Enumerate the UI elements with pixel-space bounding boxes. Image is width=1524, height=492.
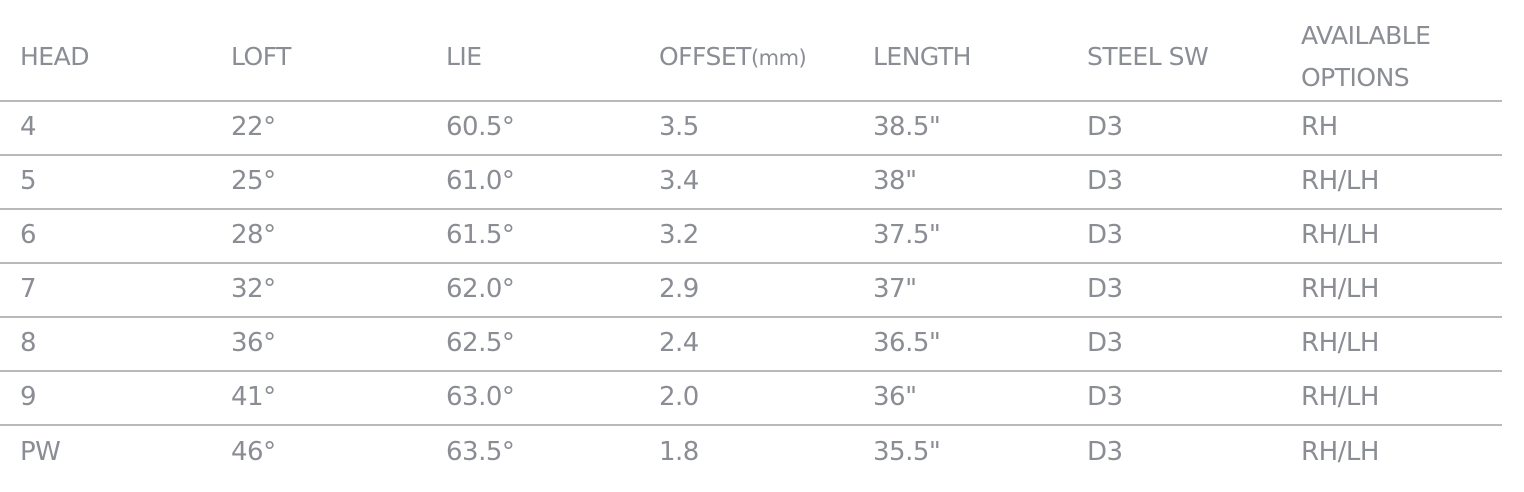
- table-row: 6 28° 61.5° 3.2 37.5" D3 RH/LH: [0, 210, 1502, 264]
- cell-head: 6: [20, 220, 37, 251]
- cell-steel-sw: D3: [1087, 437, 1123, 468]
- cell-loft: 36°: [231, 328, 276, 359]
- cell-offset: 2.4: [659, 328, 699, 359]
- header-length: LENGTH: [873, 42, 971, 71]
- cell-loft: 25°: [231, 166, 276, 197]
- cell-length: 35.5": [873, 437, 941, 468]
- cell-steel-sw: D3: [1087, 112, 1123, 143]
- cell-head: PW: [20, 437, 61, 468]
- table-row: PW 46° 63.5° 1.8 35.5" D3 RH/LH: [0, 426, 1502, 480]
- header-available-options: AVAILABLE OPTIONS: [1301, 21, 1431, 92]
- cell-loft: 46°: [231, 437, 276, 468]
- cell-head: 9: [20, 382, 37, 413]
- cell-options: RH/LH: [1301, 166, 1379, 197]
- cell-length: 38.5": [873, 112, 941, 143]
- table-header-row: HEAD LOFT LIE OFFSET(mm) LENGTH STEEL SW…: [0, 14, 1502, 102]
- cell-options: RH/LH: [1301, 437, 1379, 468]
- cell-offset: 3.2: [659, 220, 699, 251]
- header-offset-unit: (mm): [750, 45, 807, 70]
- cell-lie: 61.5°: [446, 220, 515, 251]
- table-row: 5 25° 61.0° 3.4 38" D3 RH/LH: [0, 156, 1502, 210]
- header-loft: LOFT: [231, 42, 291, 71]
- cell-offset: 1.8: [659, 437, 699, 468]
- cell-options: RH/LH: [1301, 274, 1379, 305]
- cell-loft: 32°: [231, 274, 276, 305]
- cell-steel-sw: D3: [1087, 274, 1123, 305]
- cell-head: 5: [20, 166, 37, 197]
- cell-steel-sw: D3: [1087, 166, 1123, 197]
- cell-head: 4: [20, 112, 37, 143]
- cell-lie: 63.0°: [446, 382, 515, 413]
- cell-lie: 62.5°: [446, 328, 515, 359]
- cell-options: RH: [1301, 112, 1338, 143]
- cell-length: 37.5": [873, 220, 941, 251]
- header-offset-label: OFFSET: [659, 41, 751, 71]
- cell-loft: 28°: [231, 220, 276, 251]
- cell-offset: 3.4: [659, 166, 699, 197]
- cell-head: 8: [20, 328, 37, 359]
- cell-lie: 60.5°: [446, 112, 515, 143]
- table-row: 9 41° 63.0° 2.0 36" D3 RH/LH: [0, 372, 1502, 426]
- cell-options: RH/LH: [1301, 382, 1379, 413]
- cell-offset: 3.5: [659, 112, 699, 143]
- cell-lie: 61.0°: [446, 166, 515, 197]
- cell-length: 37": [873, 274, 917, 305]
- cell-loft: 41°: [231, 382, 276, 413]
- cell-lie: 62.0°: [446, 274, 515, 305]
- cell-steel-sw: D3: [1087, 328, 1123, 359]
- cell-offset: 2.0: [659, 382, 699, 413]
- cell-head: 7: [20, 274, 37, 305]
- header-lie: LIE: [446, 42, 482, 71]
- table-row: 7 32° 62.0° 2.9 37" D3 RH/LH: [0, 264, 1502, 318]
- cell-options: RH/LH: [1301, 220, 1379, 251]
- club-spec-table: HEAD LOFT LIE OFFSET(mm) LENGTH STEEL SW…: [0, 14, 1502, 480]
- table-row: 4 22° 60.5° 3.5 38.5" D3 RH: [0, 102, 1502, 156]
- cell-length: 36.5": [873, 328, 941, 359]
- cell-lie: 63.5°: [446, 437, 515, 468]
- cell-length: 36": [873, 382, 917, 413]
- cell-steel-sw: D3: [1087, 220, 1123, 251]
- cell-offset: 2.9: [659, 274, 699, 305]
- cell-steel-sw: D3: [1087, 382, 1123, 413]
- table-row: 8 36° 62.5° 2.4 36.5" D3 RH/LH: [0, 318, 1502, 372]
- header-head: HEAD: [20, 42, 89, 71]
- header-offset: OFFSET(mm): [659, 36, 807, 79]
- header-steel-sw: STEEL SW: [1087, 42, 1209, 71]
- cell-length: 38": [873, 166, 917, 197]
- cell-options: RH/LH: [1301, 328, 1379, 359]
- cell-loft: 22°: [231, 112, 276, 143]
